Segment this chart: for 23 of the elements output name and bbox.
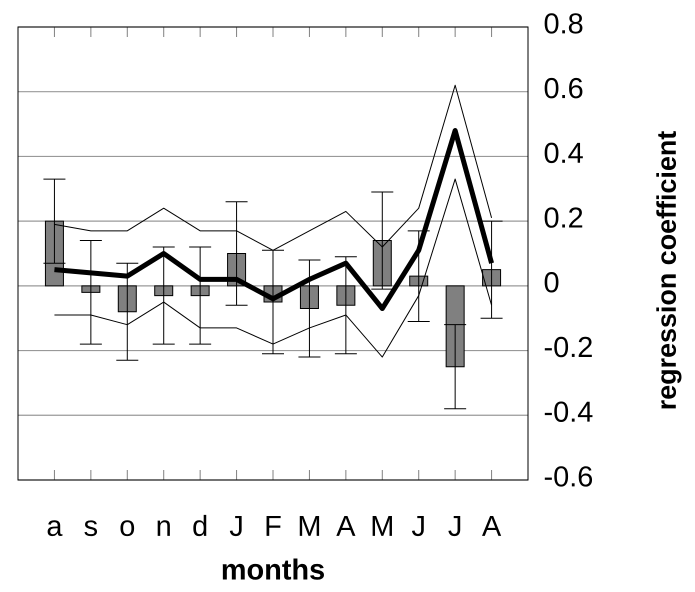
y-tick-label: 0.2 [544,207,582,228]
y-tick-label: -0.2 [544,336,592,358]
y-tick-label: 0.8 [544,13,582,34]
x-tick-label: J [230,516,242,536]
y-axis-title: regression coefficient [656,131,682,408]
y-tick-label: -0.6 [544,466,592,487]
x-tick-label: n [158,520,170,536]
y-tick-label: 0.6 [544,78,582,98]
y-tick-label: 0 [544,272,558,293]
y-tick-label: 0.4 [544,142,583,164]
x-tick-label: d [193,514,206,536]
x-tick-label: J [412,516,424,536]
x-axis-title: months [222,558,324,580]
x-tick-label: M [300,516,320,536]
x-tick-label: A [482,516,502,536]
x-tick-label: M [372,516,392,536]
x-tick-label: o [120,520,134,536]
x-tick-label: J [448,516,460,536]
y-tick-label: -0.4 [544,401,592,422]
x-tick-label: A [336,516,356,536]
x-tick-label: s [84,520,98,536]
x-tick-label: F [266,516,281,536]
x-tick-label: a [48,520,62,536]
